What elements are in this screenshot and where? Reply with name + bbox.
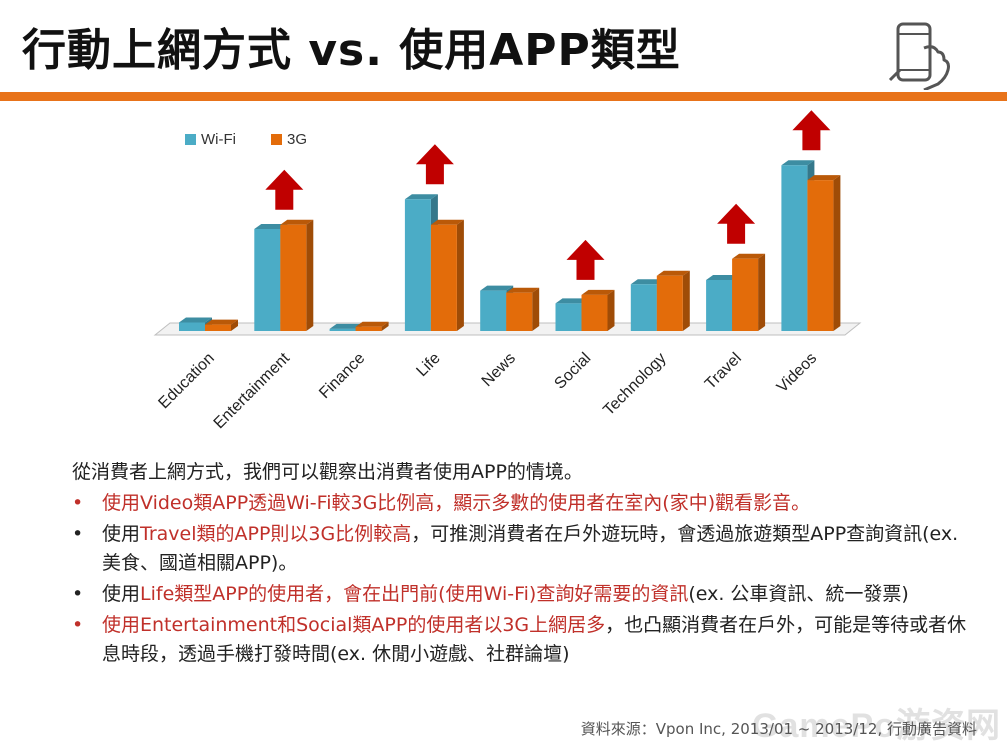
bullet-dot: • (72, 492, 84, 514)
bar-3g-social (581, 289, 615, 331)
source-note: 資料來源：Vpon Inc, 2013/01 ~ 2013/12, 行動廣告資料 (580, 720, 977, 738)
bullet-dot: • (72, 583, 84, 605)
bullet-life-highlight: Life類型APP的使用者，會在出門前(使用Wi-Fi)查詢好需要的資訊 (140, 583, 689, 605)
legend-swatch-wi-fi (185, 134, 196, 145)
bullet-travel: • 使用Travel類的APP則以3G比例較高，可推測消費者在戶外遊玩時，會透過… (72, 520, 972, 578)
bar-3g-travel (732, 253, 766, 331)
bullet-travel-pre: 使用 (102, 523, 141, 545)
bar-3g-news (506, 287, 540, 331)
watermark-logo: GamePo游资网 (752, 707, 1001, 745)
bullet-video-text: 使用Video類APP透過Wi-Fi較3G比例高，顯示多數的使用者在室內(家中)… (102, 492, 811, 514)
commentary: 從消費者上網方式，我們可以觀察出消費者使用APP的情境。 • 使用Video類A… (72, 458, 972, 671)
up-arrow-life (415, 144, 454, 185)
bar-3g-finance (355, 321, 389, 331)
up-arrow-social (566, 239, 605, 280)
chart-legend: Wi-Fi 3G (185, 131, 307, 148)
bullet-dot: • (72, 523, 84, 545)
bullet-video: • 使用Video類APP透過Wi-Fi較3G比例高，顯示多數的使用者在室內(家… (72, 489, 972, 518)
bullet-life-pre: 使用 (102, 583, 141, 605)
bullet-life-post: (ex. 公車資訊、統一發票) (688, 583, 909, 605)
bullet-dot: • (72, 614, 84, 636)
bar-wi-fi-news (480, 285, 514, 331)
x-tick-life: Life (413, 350, 443, 380)
up-arrow-entertainment (265, 169, 304, 210)
legend-label-3g: 3G (287, 131, 307, 148)
x-tick-entertainment: Entertainment (211, 349, 294, 432)
intro-text: 從消費者上網方式，我們可以觀察出消費者使用APP的情境。 (72, 461, 583, 483)
bullet-entertainment-post: ，也凸顯消費者在戶外，可能是等待或者休息時段，透過手機打發時間(ex. 休閒小遊… (102, 614, 967, 665)
bullet-travel-post: ，可推測消費者在戶外遊玩時，會透過旅遊類型APP查詢資訊(ex. 美食、國道相關… (102, 523, 959, 574)
bullet-life: • 使用Life類型APP的使用者，會在出門前(使用Wi-Fi)查詢好需要的資訊… (72, 580, 972, 609)
bullet-entertainment-highlight: 使用Entertainment和Social類APP的使用者以3G上網居多 (102, 614, 606, 636)
x-tick-news: News (479, 350, 519, 390)
legend-swatch-3g (271, 134, 282, 145)
x-tick-finance: Finance (316, 350, 368, 402)
slide-title: 行動上網方式 vs. 使用APP類型 (22, 25, 681, 76)
phone-in-hand-icon (888, 22, 950, 90)
bar-3g-videos (807, 175, 841, 331)
chart-arrows (265, 110, 831, 280)
bar-3g-technology (656, 270, 690, 331)
x-tick-technology: Technology (600, 350, 669, 419)
bar-3g-life (430, 219, 464, 331)
title-underline (0, 92, 1007, 101)
x-tick-education: Education (155, 350, 217, 412)
bullet-travel-highlight: Travel類的APP則以3G比例較高 (140, 523, 412, 545)
bar-3g-education (205, 319, 238, 331)
legend-label-wi-fi: Wi-Fi (201, 131, 236, 148)
bullet-list: • 使用Video類APP透過Wi-Fi較3G比例高，顯示多數的使用者在室內(家… (72, 489, 972, 669)
up-arrow-travel (717, 203, 756, 244)
x-tick-videos: Videos (774, 350, 820, 396)
x-tick-social: Social (551, 350, 594, 393)
up-arrow-videos (792, 110, 831, 151)
bar-3g-entertainment (280, 219, 314, 331)
x-tick-travel: Travel (702, 350, 745, 393)
chart-bars (179, 160, 841, 331)
bullet-entertainment: • 使用Entertainment和Social類APP的使用者以3G上網居多，… (72, 611, 972, 669)
